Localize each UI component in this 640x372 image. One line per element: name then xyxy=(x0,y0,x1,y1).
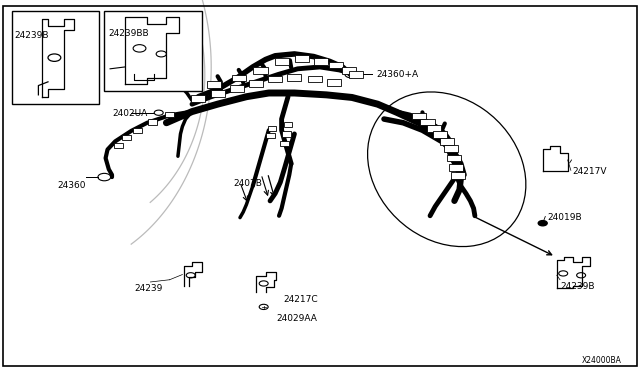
Bar xyxy=(114,143,123,148)
Bar xyxy=(104,11,202,91)
Bar xyxy=(449,164,463,171)
Bar xyxy=(230,85,244,92)
Bar xyxy=(282,131,291,137)
Bar xyxy=(447,155,461,161)
Bar xyxy=(451,172,465,179)
Bar xyxy=(314,58,328,65)
Bar xyxy=(280,141,289,146)
Bar xyxy=(133,128,142,133)
Bar xyxy=(275,58,289,65)
Bar xyxy=(342,67,356,74)
Bar xyxy=(12,11,99,104)
Bar xyxy=(122,135,131,140)
Bar xyxy=(349,71,363,78)
Bar xyxy=(420,119,435,125)
Bar xyxy=(329,62,343,68)
Text: 24239B: 24239B xyxy=(14,31,49,40)
Bar xyxy=(207,81,221,88)
Bar xyxy=(148,119,157,125)
Text: 24217V: 24217V xyxy=(573,167,607,176)
Text: 24029AA: 24029AA xyxy=(276,314,317,323)
Circle shape xyxy=(538,221,547,226)
Bar xyxy=(232,75,246,81)
Text: 24360: 24360 xyxy=(58,182,86,190)
Text: 24217C: 24217C xyxy=(283,295,317,304)
Bar xyxy=(284,122,292,127)
Bar xyxy=(295,55,309,62)
Bar xyxy=(412,113,426,119)
Text: 24239BB: 24239BB xyxy=(109,29,149,38)
Bar xyxy=(253,67,268,74)
Text: 24239: 24239 xyxy=(134,284,163,293)
Bar xyxy=(191,95,205,102)
Bar xyxy=(268,126,276,131)
Bar xyxy=(185,84,199,91)
Bar xyxy=(165,112,174,117)
Text: X24000BA: X24000BA xyxy=(582,356,622,365)
Bar xyxy=(427,125,441,132)
Text: 24360+A: 24360+A xyxy=(376,70,419,79)
Bar xyxy=(249,80,263,87)
Text: 24239B: 24239B xyxy=(560,282,595,291)
Bar xyxy=(327,79,341,86)
Text: 2407B: 2407B xyxy=(234,179,262,187)
Bar xyxy=(287,74,301,81)
Text: 24019B: 24019B xyxy=(547,213,582,222)
Bar xyxy=(266,133,275,138)
Bar xyxy=(268,76,282,82)
Bar xyxy=(440,138,454,145)
Bar xyxy=(211,90,225,97)
Bar xyxy=(444,145,458,152)
Bar xyxy=(433,131,447,138)
Text: 2402UA: 2402UA xyxy=(112,109,147,118)
Bar xyxy=(308,76,322,82)
